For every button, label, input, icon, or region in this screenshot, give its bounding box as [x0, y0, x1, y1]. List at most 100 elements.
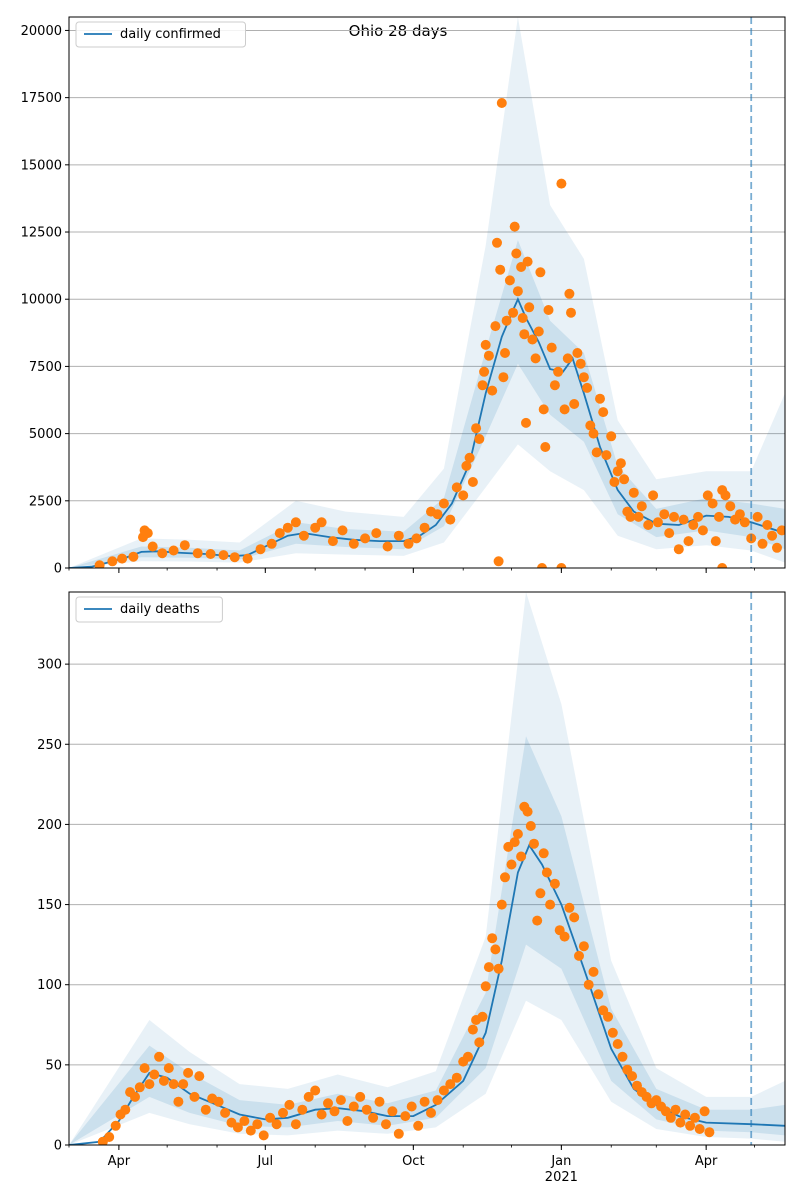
panel-confirmed: 0 2500 5000 7500 10000 12500 15000 17500 20000 da… [21, 16, 786, 577]
data-point [574, 950, 584, 961]
data-point [549, 380, 560, 391]
data-point [492, 237, 502, 248]
data-point [609, 477, 620, 487]
data-point [508, 307, 519, 318]
data-point [471, 423, 482, 434]
data-point [168, 545, 179, 556]
data-point [500, 872, 510, 883]
data-point [200, 1104, 211, 1115]
y-tick-label: 0 [54, 1139, 62, 1154]
data-point [232, 1122, 243, 1133]
data-point [582, 382, 593, 393]
data-point [593, 989, 604, 1000]
data-point [474, 1037, 485, 1048]
data-point [569, 399, 580, 409]
data-point [157, 548, 168, 559]
data-point [480, 981, 491, 992]
data-point [506, 859, 517, 870]
data-point [426, 1107, 436, 1118]
data-point [451, 1072, 462, 1083]
figure-title: Ohio 28 days [349, 22, 448, 40]
data-point [546, 342, 557, 353]
data-point [680, 1109, 691, 1120]
data-point [564, 902, 575, 913]
data-point [501, 315, 512, 326]
data-point [464, 452, 475, 463]
x-tick-label: Apr [108, 1154, 131, 1169]
uncertainty-band-inner [69, 240, 785, 568]
data-point [566, 307, 576, 318]
data-point [559, 404, 570, 415]
data-point [179, 540, 190, 551]
data-point [628, 487, 639, 498]
y-tick-label: 12500 [21, 226, 62, 241]
data-point [298, 530, 309, 541]
data-point [183, 1067, 194, 1078]
data-point [665, 1112, 676, 1123]
data-point [479, 366, 490, 377]
data-point [239, 1116, 250, 1126]
data-point [627, 1071, 638, 1082]
data-point [487, 385, 498, 396]
data-point [578, 372, 589, 383]
data-point [525, 821, 536, 831]
data-point [213, 1096, 224, 1107]
legend-label: daily deaths [120, 602, 200, 617]
data-point [368, 1112, 379, 1123]
data-point [707, 498, 718, 509]
data-point [342, 1116, 353, 1126]
uncertainty-band-outer [69, 17, 785, 568]
data-point [538, 848, 549, 859]
data-point [438, 498, 449, 509]
data-point [643, 520, 654, 530]
data-point [432, 509, 443, 520]
data-point [490, 321, 501, 332]
data-point [387, 1106, 398, 1117]
data-point [521, 417, 531, 428]
data-point [493, 963, 504, 974]
data-point [633, 511, 644, 522]
data-point [134, 1082, 145, 1093]
data-point [522, 806, 533, 817]
data-point [556, 563, 567, 568]
data-point [752, 511, 763, 522]
data-point [538, 404, 549, 415]
data-point [303, 1091, 314, 1102]
data-point [147, 541, 158, 552]
data-point [284, 1099, 295, 1110]
data-point [493, 556, 504, 567]
uncertainty-band-outer [69, 592, 785, 1145]
data-point [438, 1085, 449, 1096]
data-point [603, 1011, 613, 1022]
data-point [496, 899, 507, 910]
data-point [757, 538, 768, 549]
data-point [451, 482, 462, 493]
data-point [189, 1091, 200, 1102]
data-point [509, 837, 520, 848]
data-point [374, 1096, 385, 1107]
data-point [192, 548, 203, 559]
data-point [652, 517, 663, 528]
data-point [474, 434, 485, 444]
data-point [522, 256, 533, 267]
x-tick-label: Jan [550, 1154, 571, 1169]
data-point [595, 393, 605, 404]
data-point [463, 1051, 473, 1062]
y-tick-label: 200 [37, 818, 62, 833]
data-point [772, 542, 782, 553]
data-point [297, 1104, 308, 1115]
data-point [762, 520, 773, 530]
data-point [110, 1120, 121, 1131]
legend-box [75, 596, 223, 623]
data-point [540, 442, 551, 452]
data-point [498, 372, 509, 383]
data-point [588, 966, 599, 977]
data-point [400, 1111, 411, 1122]
data-point [572, 348, 583, 358]
legend-box [75, 21, 246, 48]
data-point [94, 560, 105, 568]
data-point [625, 511, 636, 522]
data-point [483, 350, 494, 361]
y-tick-label: 10000 [21, 293, 62, 308]
data-point [229, 552, 240, 563]
